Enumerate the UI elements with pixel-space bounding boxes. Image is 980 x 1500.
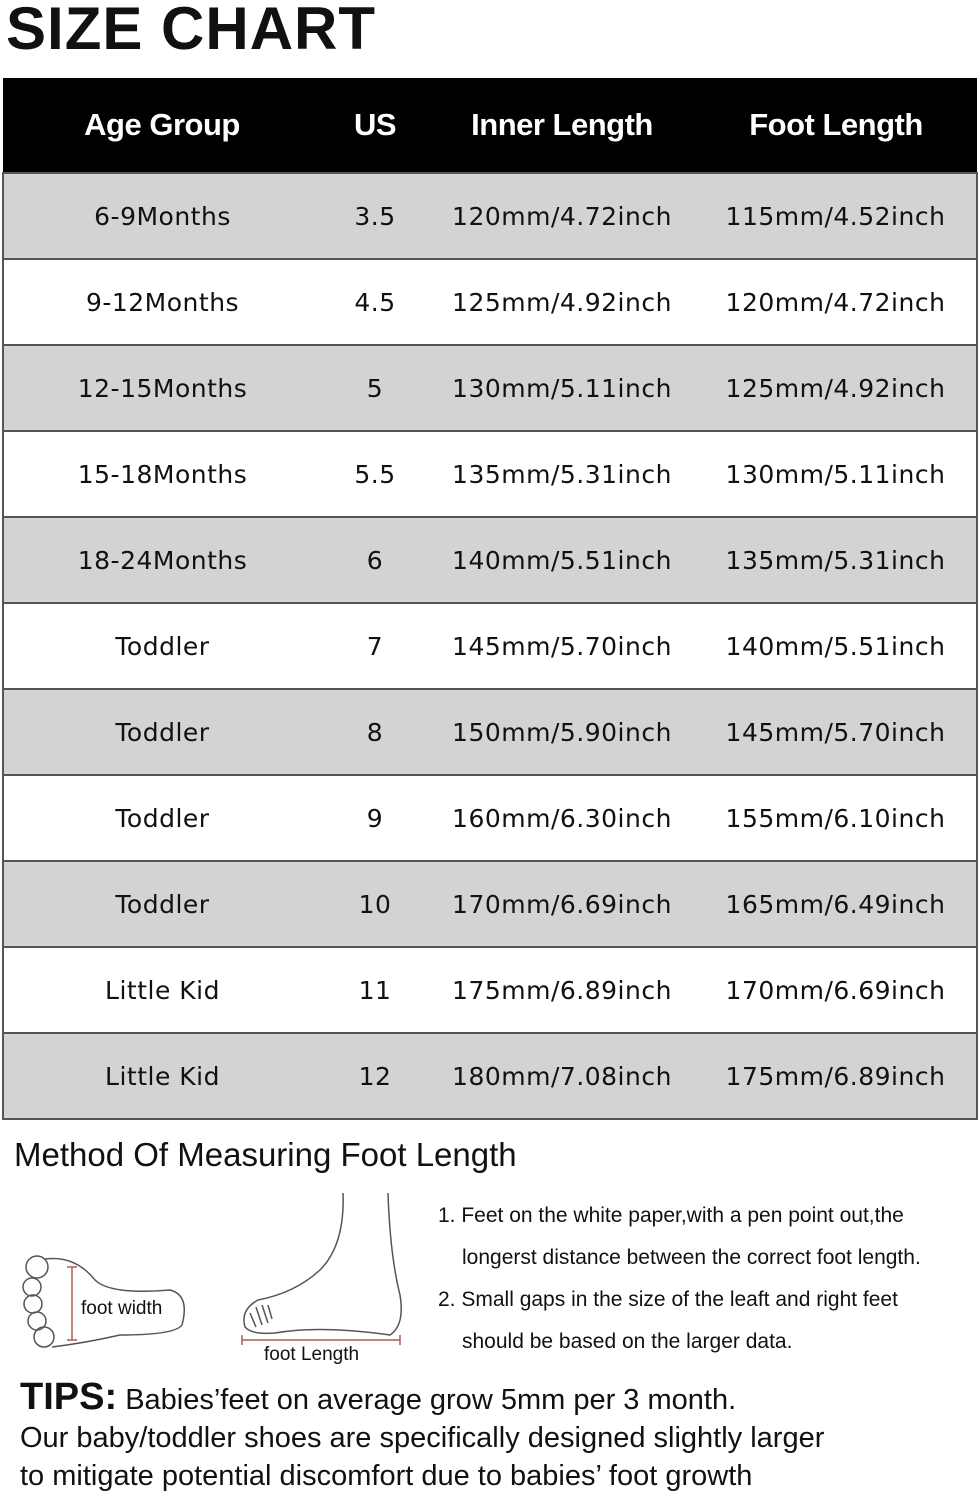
- cell-inner-length: 175mm/6.89inch: [429, 946, 695, 1034]
- cell-inner-length: 145mm/5.70inch: [429, 602, 695, 690]
- step-2-line-2: should be based on the larger data.: [462, 1330, 793, 1353]
- tips: TIPS: Babies’feet on average grow 5mm pe…: [20, 1378, 824, 1495]
- cell-foot-length: 125mm/4.92inch: [695, 344, 978, 432]
- step-1-line-1: 1. Feet on the white paper,with a pen po…: [438, 1204, 904, 1227]
- cell-inner-length: 120mm/4.72inch: [429, 172, 695, 260]
- cell-us-size: 12: [321, 1032, 429, 1120]
- cell-inner-length: 135mm/5.31inch: [429, 430, 695, 518]
- cell-age-group: 18-24Months: [2, 516, 321, 604]
- tips-line-1: Babies’feet on average grow 5mm per 3 mo…: [125, 1384, 737, 1416]
- cell-age-group: 15-18Months: [2, 430, 321, 518]
- cell-us-size: 4.5: [321, 258, 429, 346]
- cell-foot-length: 155mm/6.10inch: [695, 774, 978, 862]
- header-foot-length: Foot Length: [695, 78, 977, 173]
- cell-us-size: 5: [321, 344, 429, 432]
- cell-age-group: 12-15Months: [2, 344, 321, 432]
- cell-foot-length: 130mm/5.11inch: [695, 430, 978, 518]
- table-row: 15-18Months 5.5 135mm/5.31inch 130mm/5.11in…: [2, 430, 978, 518]
- cell-inner-length: 170mm/6.69inch: [429, 860, 695, 948]
- cell-foot-length: 145mm/5.70inch: [695, 688, 978, 776]
- cell-foot-length: 165mm/6.49inch: [695, 860, 978, 948]
- table-row: Toddler 7 145mm/5.70inch 140mm/5.51inch: [2, 602, 978, 690]
- cell-us-size: 10: [321, 860, 429, 948]
- table-row: Little Kid 11 175mm/6.89inch 170mm/6.69inch: [2, 946, 978, 1034]
- header-us: US: [321, 78, 429, 173]
- measuring-steps: 1. Feet on the white paper,with a pen po…: [438, 1195, 921, 1363]
- cell-age-group: Toddler: [2, 688, 321, 776]
- cell-foot-length: 120mm/4.72inch: [695, 258, 978, 346]
- page-title: SIZE CHART: [6, 0, 376, 62]
- cell-us-size: 6: [321, 516, 429, 604]
- table-row: 12-15Months 5 130mm/5.11inch 125mm/4.92inch: [2, 344, 978, 432]
- table-row: Toddler 9 160mm/6.30inch 155mm/6.10inch: [2, 774, 978, 862]
- cell-inner-length: 125mm/4.92inch: [429, 258, 695, 346]
- cell-inner-length: 150mm/5.90inch: [429, 688, 695, 776]
- cell-age-group: Toddler: [2, 774, 321, 862]
- table-row: 6-9Months 3.5 120mm/4.72inch 115mm/4.52inch: [2, 172, 978, 260]
- cell-age-group: 6-9Months: [2, 172, 321, 260]
- cell-us-size: 7: [321, 602, 429, 690]
- table-row: Toddler 8 150mm/5.90inch 145mm/5.70inch: [2, 688, 978, 776]
- cell-foot-length: 115mm/4.52inch: [695, 172, 978, 260]
- cell-us-size: 11: [321, 946, 429, 1034]
- cell-age-group: Toddler: [2, 860, 321, 948]
- foot-top-view-icon: [22, 1255, 185, 1348]
- cell-us-size: 8: [321, 688, 429, 776]
- tips-line-2: Our baby/toddler shoes are specifically …: [20, 1422, 825, 1454]
- cell-age-group: 9-12Months: [2, 258, 321, 346]
- foot-width-marker: [67, 1266, 77, 1341]
- cell-foot-length: 140mm/5.51inch: [695, 602, 978, 690]
- cell-us-size: 3.5: [321, 172, 429, 260]
- size-table: Age Group US Inner Length Foot Length 6-…: [2, 78, 978, 1120]
- cell-foot-length: 135mm/5.31inch: [695, 516, 978, 604]
- foot-width-label: foot width: [81, 1298, 163, 1319]
- cell-inner-length: 130mm/5.11inch: [429, 344, 695, 432]
- cell-inner-length: 140mm/5.51inch: [429, 516, 695, 604]
- table-row: Little Kid 12 180mm/7.08inch 175mm/6.89inch: [2, 1032, 978, 1120]
- header-age-group: Age Group: [3, 78, 321, 173]
- cell-age-group: Toddler: [2, 602, 321, 690]
- foot-length-marker: [241, 1335, 401, 1345]
- table-row: 9-12Months 4.5 125mm/4.92inch 120mm/4.72inc…: [2, 258, 978, 346]
- tips-line-3: to mitigate potential discomfort due to …: [20, 1460, 753, 1492]
- foot-side-view-icon: [243, 1192, 402, 1336]
- cell-foot-length: 175mm/6.89inch: [695, 1032, 978, 1120]
- header-inner-length: Inner Length: [429, 78, 695, 173]
- method-title: Method Of Measuring Foot Length: [14, 1136, 517, 1173]
- table-row: Toddler 10 170mm/6.69inch 165mm/6.49inch: [2, 860, 978, 948]
- cell-age-group: Little Kid: [2, 1032, 321, 1120]
- cell-us-size: 5.5: [321, 430, 429, 518]
- table-row: 18-24Months 6 140mm/5.51inch 135mm/5.31inch: [2, 516, 978, 604]
- cell-inner-length: 180mm/7.08inch: [429, 1032, 695, 1120]
- step-1-line-2: longerst distance between the correct fo…: [462, 1246, 921, 1269]
- tips-label: TIPS:: [20, 1376, 118, 1418]
- cell-us-size: 9: [321, 774, 429, 862]
- cell-inner-length: 160mm/6.30inch: [429, 774, 695, 862]
- foot-length-label: foot Length: [264, 1344, 360, 1365]
- table-header: Age Group US Inner Length Foot Length: [3, 78, 977, 173]
- cell-foot-length: 170mm/6.69inch: [695, 946, 978, 1034]
- foot-illustration: [22, 1192, 402, 1348]
- step-2-line-1: 2. Small gaps in the size of the leaft a…: [438, 1288, 898, 1311]
- cell-age-group: Little Kid: [2, 946, 321, 1034]
